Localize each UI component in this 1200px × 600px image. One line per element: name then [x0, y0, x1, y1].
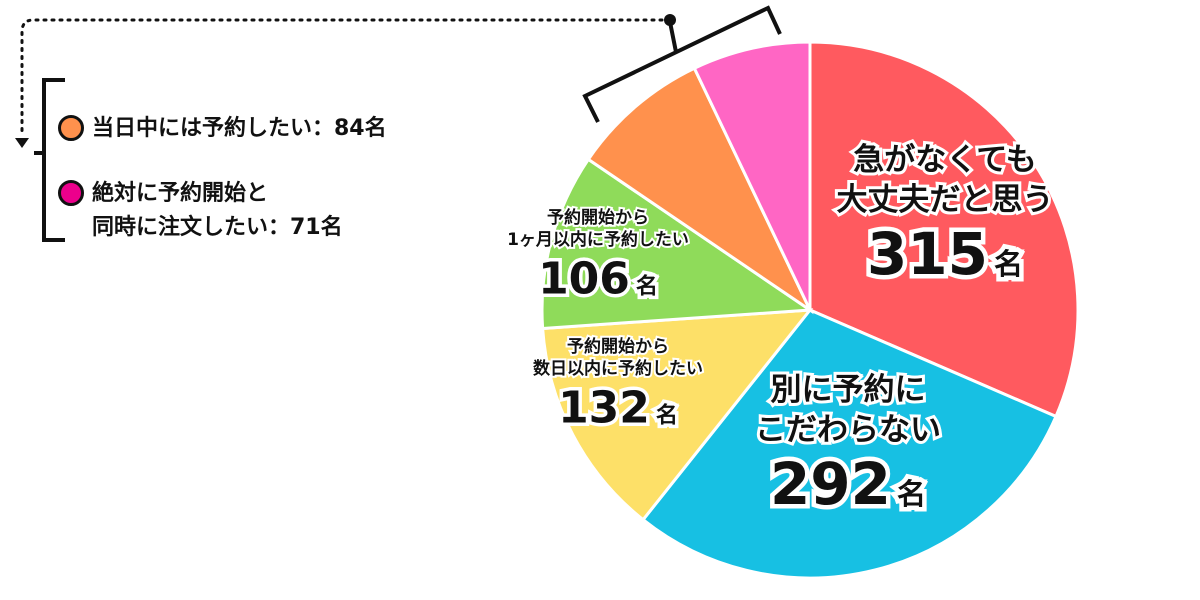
slice-label: 予約開始から [567, 336, 669, 357]
slice-value: 315 名 [867, 220, 1023, 288]
pie-slice [808, 40, 1080, 419]
slice-label: 大丈夫だと思う [837, 182, 1054, 218]
pie-slice [540, 157, 815, 331]
dotted-connector [20, 18, 672, 138]
legend-item-same-day: 当日中には予約したい：84名 [58, 112, 387, 146]
slice-label: 別に予約に [771, 372, 926, 408]
slice-label: こだわらない [755, 412, 941, 448]
slice-label: 予約開始から [547, 207, 649, 228]
legend-bracket [34, 78, 65, 242]
legend-label: 当日中には予約したい：84名 [92, 116, 387, 141]
slice-bracket [582, 5, 782, 123]
slice-label: 数日以内に予約したい [533, 358, 703, 379]
slice-value: 106 名 [538, 253, 658, 304]
pie-slice [586, 66, 814, 315]
slice-label: 急がなくても [853, 142, 1037, 178]
slice-value: 292 名 [770, 450, 926, 518]
legend-label: 絶対に予約開始と 同時に注文したい：71名 [92, 181, 343, 240]
legend-dot-pink [58, 180, 84, 206]
pie-slice [640, 308, 1058, 580]
pie-slice [541, 308, 814, 522]
slice-value: 132 名 [558, 382, 678, 433]
slice-label: 1ヶ月以内に予約したい [507, 229, 689, 250]
pie-slice [692, 40, 812, 311]
legend-dot-orange [58, 115, 84, 141]
legend-item-at-launch: 絶対に予約開始と 同時に注文したい：71名 [58, 177, 343, 245]
connector-arrowhead [15, 138, 29, 148]
